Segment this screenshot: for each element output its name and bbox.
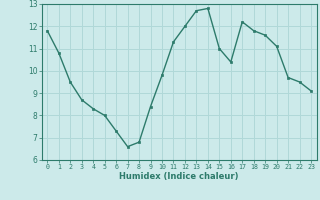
X-axis label: Humidex (Indice chaleur): Humidex (Indice chaleur) (119, 172, 239, 181)
